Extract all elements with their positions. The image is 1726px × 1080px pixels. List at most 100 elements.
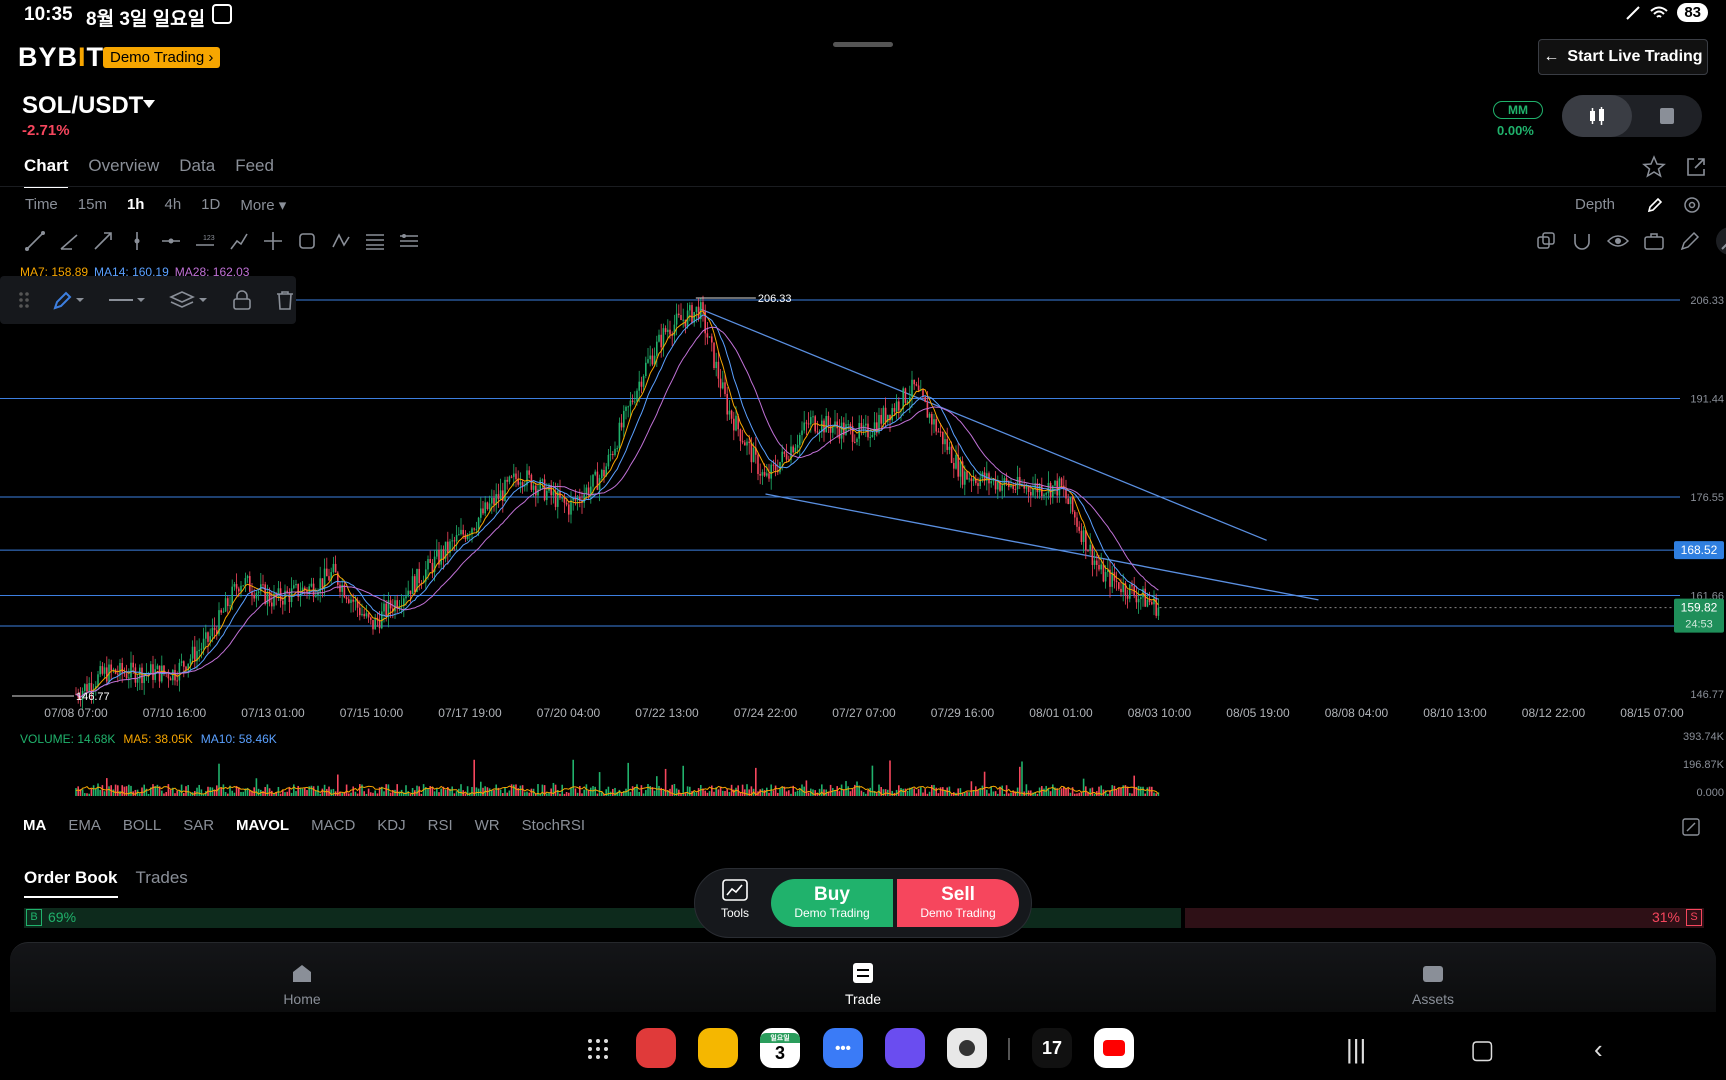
ind-ema[interactable]: EMA [68, 817, 101, 834]
trash-icon[interactable] [274, 289, 296, 311]
vertical-line-tool-icon[interactable] [126, 230, 148, 252]
camera-app-icon[interactable] [947, 1028, 987, 1068]
ind-stochrsi[interactable]: StochRSI [521, 817, 586, 834]
volume-bar [482, 787, 484, 796]
eye-icon[interactable] [1607, 230, 1629, 252]
start-live-trading-button[interactable]: ← Start Live Trading [1538, 39, 1708, 75]
ind-rsi[interactable]: RSI [427, 817, 453, 834]
nav-assets[interactable]: Assets [1393, 961, 1473, 1007]
volume-bar [706, 792, 709, 796]
gann-tool-icon[interactable] [398, 230, 420, 252]
ind-sar[interactable]: SAR [183, 817, 215, 834]
edit-icon[interactable] [1679, 230, 1701, 252]
interval-15m[interactable]: 15m [77, 196, 107, 213]
tools-button[interactable]: Tools [713, 879, 757, 920]
app-drawer-icon[interactable] [587, 1038, 609, 1060]
price-line-tool-icon[interactable]: 123 [194, 230, 216, 252]
browser-app-icon[interactable] [885, 1028, 925, 1068]
ind-boll[interactable]: BOLL [122, 817, 162, 834]
nav-trade[interactable]: Trade [823, 961, 903, 1007]
layers-icon[interactable] [169, 289, 209, 311]
recents-button[interactable]: ||| [1346, 1034, 1367, 1064]
ind-kdj[interactable]: KDJ [377, 817, 406, 834]
star-icon[interactable] [1642, 155, 1666, 179]
drag-handle[interactable] [833, 42, 893, 47]
candle-body [1060, 478, 1063, 486]
pen-color-icon[interactable] [52, 289, 86, 311]
trading-pair-selector[interactable]: SOL/USDT [22, 92, 144, 119]
rectangle-tool-icon[interactable] [296, 230, 318, 252]
candle-body [719, 378, 722, 389]
fibonacci-tool-icon[interactable] [364, 230, 386, 252]
volume-bar [161, 790, 163, 796]
home-button[interactable]: ▢ [1470, 1034, 1495, 1064]
buy-button[interactable]: Buy Demo Trading [771, 879, 893, 927]
volume-bar [227, 793, 229, 796]
tab-order-book[interactable]: Order Book [24, 868, 118, 898]
view-toggle[interactable] [1562, 95, 1702, 137]
ind-macd[interactable]: MACD [311, 817, 356, 834]
volume-bar [585, 784, 588, 796]
settings-icon[interactable] [1683, 196, 1701, 214]
path-tool-icon[interactable] [228, 230, 250, 252]
tradingview-app-icon[interactable]: 17 [1032, 1028, 1072, 1068]
volume-bar [847, 786, 849, 796]
ind-ma[interactable]: MA [23, 817, 47, 834]
copy-icon[interactable] [1535, 230, 1557, 252]
tab-feed[interactable]: Feed [235, 156, 274, 175]
files-app-icon[interactable] [698, 1028, 738, 1068]
drawing-edit-bar [0, 276, 296, 324]
tab-data[interactable]: Data [179, 156, 216, 175]
interval-time[interactable]: Time [25, 196, 58, 213]
nav-home[interactable]: Home [262, 961, 342, 1007]
lock-icon[interactable] [231, 289, 253, 311]
interval-4h[interactable]: 4h [164, 196, 182, 213]
volume-bar [625, 788, 627, 796]
interval-more[interactable]: More ▾ [240, 197, 287, 214]
candle-body [396, 600, 398, 609]
candle-body [224, 598, 227, 612]
ray-tool-icon[interactable] [58, 230, 80, 252]
expand-icon[interactable] [1682, 818, 1700, 836]
horizontal-line-tool-icon[interactable] [160, 230, 182, 252]
pencil-icon[interactable] [1646, 196, 1664, 214]
depth-toggle[interactable]: Depth [1575, 196, 1616, 213]
magnet-icon[interactable] [1571, 230, 1593, 252]
volume-bar [961, 792, 964, 796]
candle-body [535, 485, 537, 496]
interval-1d[interactable]: 1D [201, 196, 221, 213]
arrow-tool-icon[interactable] [92, 230, 114, 252]
ind-wr[interactable]: WR [474, 817, 500, 834]
youtube-app-icon[interactable] [1094, 1028, 1134, 1068]
interval-1h[interactable]: 1h [126, 196, 145, 213]
line-style-icon[interactable] [107, 289, 147, 311]
candle-view-button[interactable] [1562, 95, 1632, 137]
notes-app-icon[interactable] [636, 1028, 676, 1068]
toolbox-icon[interactable] [1643, 230, 1665, 252]
info-view-button[interactable] [1632, 95, 1702, 137]
ind-mavol[interactable]: MAVOL [236, 817, 290, 834]
caret-down-icon[interactable] [143, 100, 155, 108]
pattern-tool-icon[interactable] [330, 230, 352, 252]
sell-button[interactable]: Sell Demo Trading [897, 879, 1019, 927]
tab-trades[interactable]: Trades [135, 868, 188, 887]
volume-bar [453, 793, 456, 796]
mm-badge[interactable]: MM [1493, 101, 1543, 119]
candle-body [374, 617, 376, 630]
candle-body [323, 568, 326, 588]
crosshair-tool-icon[interactable] [262, 230, 284, 252]
back-button[interactable]: ‹ [1594, 1034, 1603, 1064]
volume-bar [378, 787, 381, 796]
volume-bar [1118, 787, 1120, 796]
brush-icon[interactable] [1715, 226, 1726, 256]
external-link-icon[interactable] [1684, 155, 1708, 179]
candle-body [634, 401, 636, 403]
demo-trading-badge[interactable]: Demo Trading › [103, 47, 221, 68]
messages-app-icon[interactable]: ••• [823, 1028, 863, 1068]
calendar-app-icon[interactable]: 일요일 3 [760, 1028, 800, 1068]
tab-chart[interactable]: Chart [24, 156, 69, 188]
trend-line-tool-icon[interactable] [24, 230, 46, 252]
drag-dots-icon[interactable] [18, 290, 30, 310]
tab-overview[interactable]: Overview [88, 156, 160, 175]
